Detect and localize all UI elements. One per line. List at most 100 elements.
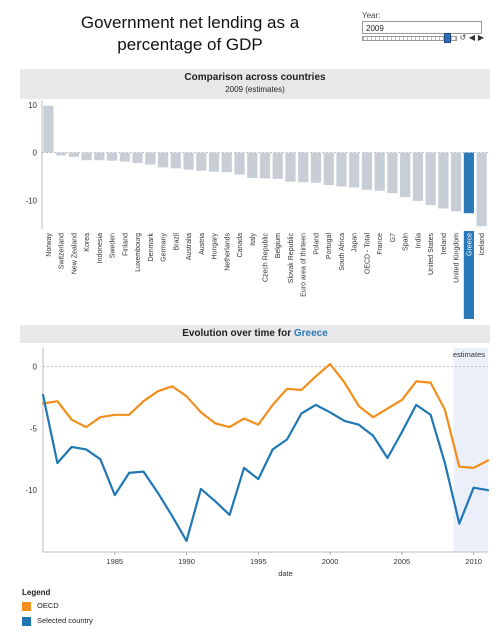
- next-year-icon[interactable]: ▶: [477, 33, 485, 42]
- bar-hungary: [208, 152, 220, 172]
- bar-norway: [43, 105, 54, 153]
- legend-swatch-selected: [22, 616, 31, 626]
- line-y-tick-label: -5: [30, 424, 38, 433]
- bar-category-label: Finland: [122, 233, 129, 256]
- bar-category-label: Poland: [313, 233, 320, 255]
- bar-australia: [183, 152, 194, 170]
- bar-france: [374, 152, 385, 191]
- bar-category-label: Czech Republic: [263, 233, 270, 283]
- legend-item-selected-country: Selected country: [22, 616, 93, 626]
- line-x-axis-label: date: [278, 569, 293, 578]
- legend-title: Legend: [22, 588, 51, 597]
- bar-japan: [349, 152, 360, 188]
- bar-switzerland: [56, 152, 67, 156]
- bar-category-label: Norway: [46, 233, 53, 257]
- comparison-bar-chart: 10 0 -10 Norway Switzerland New Zealand Korea I…: [25, 100, 488, 319]
- bar-iceland: [476, 152, 487, 227]
- bar-category-label: Australia: [186, 233, 193, 260]
- bar-indonesia: [94, 152, 105, 161]
- bar-canada: [234, 152, 245, 175]
- line-x-tick-label: 2010: [465, 557, 482, 566]
- bar-sweden: [106, 152, 118, 161]
- bar-category-label: India: [415, 233, 422, 248]
- bar-united-kingdom: [451, 152, 462, 212]
- bar-category-label: Sweden: [110, 233, 117, 258]
- bar-netherlands: [221, 152, 232, 173]
- dashboard-title: Government net lending as a percentage o…: [40, 12, 340, 56]
- bar-category-label: Germany: [161, 233, 168, 262]
- bar-y-tick-label: 10: [28, 101, 37, 110]
- legend-label-oecd: OECD: [37, 601, 59, 610]
- bar-finland: [119, 152, 130, 162]
- bar-oecd-total: [361, 152, 373, 190]
- bar-denmark: [145, 152, 156, 165]
- bar-euro-area-of-thirteen: [298, 152, 309, 183]
- comparison-title: Comparison across countries: [184, 72, 326, 83]
- bar-category-label: Portugal: [326, 233, 333, 260]
- bar-category-label: Iceland: [479, 233, 486, 256]
- bar-category-label: France: [377, 233, 384, 255]
- bar-germany: [157, 152, 169, 168]
- bar-ireland: [438, 152, 449, 209]
- bar-category-label: Denmark: [148, 233, 155, 262]
- evolution-panel-header: Evolution over time for Greece: [20, 325, 490, 343]
- bar-category-label: Slovak Republic: [288, 233, 295, 284]
- bar-category-label: Brazil: [173, 233, 180, 251]
- legend-swatch-oecd: [22, 601, 31, 611]
- bar-category-label: Austria: [199, 233, 206, 255]
- bar-category-label: Switzerland: [59, 233, 66, 269]
- line-x-tick-label: 1995: [250, 557, 267, 566]
- bar-category-label: Hungary: [212, 233, 219, 260]
- bar-y-tick-label: 0: [33, 149, 38, 158]
- highlight-label-background: [463, 231, 474, 319]
- line-x-tick-label: 2000: [322, 557, 339, 566]
- estimates-annotation: estimates: [453, 350, 485, 359]
- bar-category-label: South Africa: [339, 233, 346, 271]
- evolution-title-country: Greece: [293, 328, 328, 339]
- bar-category-label: United States: [428, 233, 435, 276]
- evolution-title: Evolution over time for Greece: [20, 325, 490, 341]
- bar-g7: [387, 152, 398, 194]
- bar-italy: [247, 152, 258, 178]
- year-label: Year:: [362, 11, 381, 20]
- reset-icon[interactable]: ↺: [459, 33, 467, 42]
- bar-category-label: Luxembourg: [135, 233, 142, 272]
- bar-austria: [196, 152, 207, 171]
- legend-label-selected: Selected country: [37, 616, 93, 625]
- bar-category-label: Spain: [403, 233, 410, 251]
- series-line-selected-country: [41, 393, 490, 543]
- bar-czech-republic: [259, 152, 271, 179]
- bar-category-label: G7: [390, 233, 397, 242]
- bar-category-label: Indonesia: [97, 233, 104, 263]
- bar-category-label: OECD - Total: [364, 233, 371, 275]
- bar-category-label: Netherlands: [224, 233, 231, 271]
- bar-category-label: Ireland: [441, 233, 448, 255]
- title-line-2: percentage of GDP: [117, 35, 263, 54]
- series-line-oecd: [41, 363, 490, 469]
- evolution-title-prefix: Evolution over time for: [182, 328, 294, 339]
- bar-category-label: United Kingdom: [454, 233, 461, 283]
- year-slider[interactable]: [362, 36, 457, 41]
- bar-belgium: [272, 152, 283, 179]
- line-y-tick-label: 0: [33, 363, 38, 372]
- line-x-tick-label: 1985: [106, 557, 123, 566]
- bar-category-label: Italy: [250, 233, 257, 246]
- previous-year-icon[interactable]: ◀: [468, 33, 476, 42]
- bar-india: [412, 152, 424, 201]
- estimates-band: [453, 348, 488, 552]
- line-x-tick-label: 1990: [178, 557, 195, 566]
- bar-portugal: [323, 152, 334, 186]
- line-y-tick-label: -10: [25, 486, 37, 495]
- bar-category-label: Belgium: [275, 233, 282, 258]
- bar-south-africa: [336, 152, 347, 187]
- bar-korea: [81, 152, 92, 161]
- bar-brazil: [170, 152, 181, 169]
- year-slider-thumb[interactable]: [444, 33, 452, 43]
- bar-slovak-republic: [285, 152, 296, 182]
- bar-y-tick-label: -10: [25, 196, 37, 205]
- line-x-tick-label: 2005: [394, 557, 411, 566]
- bar-poland: [310, 152, 322, 183]
- year-dropdown[interactable]: 2009: [362, 21, 482, 34]
- bar-greece: [463, 152, 474, 214]
- bar-united-states: [425, 152, 436, 206]
